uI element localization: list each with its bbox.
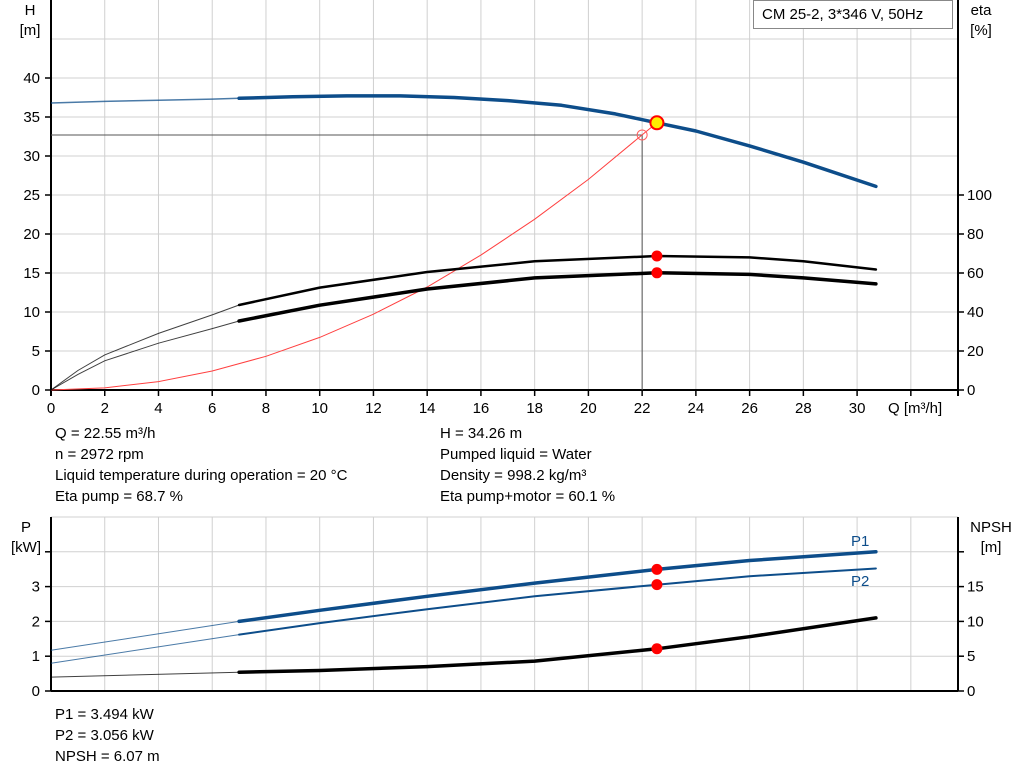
eta-total-marker xyxy=(651,267,663,279)
p1-label: P1 xyxy=(851,533,869,550)
y-axis-label-left: P xyxy=(21,519,31,536)
eta-pump-curve-thin xyxy=(50,304,240,391)
eta-total-curve-thin xyxy=(50,320,240,391)
x-tick-label: 26 xyxy=(741,400,758,417)
info-p1: P1 = 3.494 kW xyxy=(55,706,154,723)
y-tick-label-left: 1 xyxy=(32,648,40,665)
y-tick-label-left: 3 xyxy=(32,579,40,596)
eta-total-curve xyxy=(237,271,878,323)
npsh-curve xyxy=(237,616,878,674)
p2-label: P2 xyxy=(851,573,869,590)
p1-curve-thin xyxy=(50,620,240,651)
y-tick-label-right: 60 xyxy=(967,265,984,282)
y-tick-label-right: 15 xyxy=(967,579,984,596)
info-liquid: Pumped liquid = Water xyxy=(440,446,592,463)
x-tick-label: 16 xyxy=(473,400,490,417)
y-tick-label-right: 0 xyxy=(967,382,975,399)
x-tick-label: 28 xyxy=(795,400,812,417)
x-tick-label: 18 xyxy=(526,400,543,417)
y-axis-label-right: eta xyxy=(971,2,993,19)
info-eta-pump: Eta pump = 68.7 % xyxy=(55,488,183,505)
y-tick-label-left: 35 xyxy=(23,109,40,126)
chart-title: CM 25-2, 3*346 V, 50Hz xyxy=(762,6,923,23)
npsh-marker xyxy=(651,643,663,655)
info-temperature: Liquid temperature during operation = 20… xyxy=(55,467,348,484)
info-p2: P2 = 3.056 kW xyxy=(55,727,154,744)
p2-curve-thin xyxy=(50,634,240,664)
p1-curve xyxy=(237,550,878,624)
y-tick-label-left: 15 xyxy=(23,265,40,282)
system-curve xyxy=(50,122,658,391)
y-tick-label-left: 0 xyxy=(32,683,40,700)
x-tick-label: 22 xyxy=(634,400,651,417)
y-axis-unit-left: [m] xyxy=(20,22,41,39)
x-tick-label: 4 xyxy=(154,400,162,417)
p2-marker xyxy=(651,579,663,591)
x-tick-label: 10 xyxy=(311,400,328,417)
info-npsh: NPSH = 6.07 m xyxy=(55,748,160,765)
info-density: Density = 998.2 kg/m³ xyxy=(440,467,587,484)
y-tick-label-left: 20 xyxy=(23,226,40,243)
x-tick-label: 12 xyxy=(365,400,382,417)
duty-point-marker xyxy=(649,115,665,131)
y-tick-label-right: 20 xyxy=(967,343,984,360)
info-n: n = 2972 rpm xyxy=(55,446,144,463)
info-eta-total: Eta pump+motor = 60.1 % xyxy=(440,488,616,505)
y-axis-unit-left: [kW] xyxy=(11,539,41,556)
info-top-right: H = 34.26 m Pumped liquid = Water Densit… xyxy=(440,423,615,507)
head-curve-thin xyxy=(50,97,240,104)
y-axis-label-right: NPSH xyxy=(970,519,1012,536)
eta-pump-marker xyxy=(651,250,663,262)
y-axis-label-left: H xyxy=(25,2,36,19)
y-tick-label-right: 80 xyxy=(967,226,984,243)
reference-point-marker xyxy=(636,129,648,141)
x-tick-label: 24 xyxy=(688,400,705,417)
p2-curve xyxy=(238,567,877,636)
title-box xyxy=(753,0,953,29)
y-tick-label-right: 40 xyxy=(967,304,984,321)
x-tick-label: 6 xyxy=(208,400,216,417)
y-tick-label-left: 40 xyxy=(23,70,40,87)
x-tick-label: 0 xyxy=(47,400,55,417)
info-h: H = 34.26 m xyxy=(440,425,523,442)
x-tick-label: 2 xyxy=(101,400,109,417)
info-q: Q = 22.55 m³/h xyxy=(55,425,156,442)
y-tick-label-left: 30 xyxy=(23,148,40,165)
y-axis-unit-right: [m] xyxy=(981,539,1002,556)
y-tick-label-left: 10 xyxy=(23,304,40,321)
x-axis-label: Q [m³/h] xyxy=(888,400,942,417)
npsh-curve-thin xyxy=(50,671,240,678)
p1-marker xyxy=(651,563,663,575)
eta-pump-curve xyxy=(237,254,878,307)
y-tick-label-left: 5 xyxy=(32,343,40,360)
y-tick-label-left: 25 xyxy=(23,187,40,204)
y-axis-unit-right: [%] xyxy=(970,22,992,39)
y-tick-label-right: 100 xyxy=(967,187,992,204)
y-tick-label-right: 5 xyxy=(967,648,975,665)
info-top-left: Q = 22.55 m³/h n = 2972 rpm Liquid tempe… xyxy=(55,423,347,507)
x-tick-label: 30 xyxy=(849,400,866,417)
y-tick-label-right: 0 xyxy=(967,683,975,700)
y-tick-label-left: 0 xyxy=(32,382,40,399)
x-tick-label: 8 xyxy=(262,400,270,417)
y-tick-label-right: 10 xyxy=(967,613,984,630)
y-tick-label-left: 2 xyxy=(32,613,40,630)
head-curve xyxy=(237,94,878,189)
x-tick-label: 14 xyxy=(419,400,436,417)
x-tick-label: 20 xyxy=(580,400,597,417)
info-bottom: P1 = 3.494 kW P2 = 3.056 kW NPSH = 6.07 … xyxy=(55,704,160,767)
